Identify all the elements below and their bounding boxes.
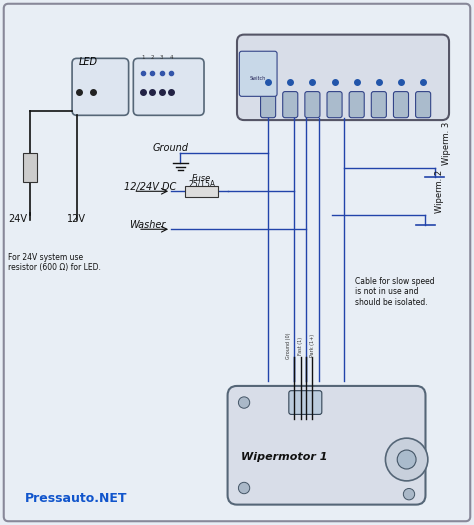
FancyBboxPatch shape [239, 51, 277, 97]
Text: Cable for slow speed
is not in use and
should be isolated.: Cable for slow speed is not in use and s… [355, 277, 435, 307]
Text: Pressauto.NET: Pressauto.NET [25, 491, 128, 505]
Text: Ground: Ground [152, 143, 188, 153]
FancyBboxPatch shape [283, 91, 298, 118]
FancyBboxPatch shape [393, 91, 409, 118]
Text: For 24V system use
resistor (600 Ω) for LED.: For 24V system use resistor (600 Ω) for … [9, 253, 101, 272]
Circle shape [238, 482, 250, 494]
Text: LED: LED [79, 57, 98, 68]
Text: Washer: Washer [128, 220, 165, 230]
FancyBboxPatch shape [349, 91, 364, 118]
Text: Fuse: Fuse [192, 174, 211, 183]
FancyBboxPatch shape [72, 58, 128, 116]
Text: 3: 3 [160, 55, 164, 60]
FancyBboxPatch shape [305, 91, 320, 118]
Text: Ground (0): Ground (0) [286, 332, 291, 359]
Circle shape [385, 438, 428, 481]
Text: 12/24V DC: 12/24V DC [124, 182, 176, 192]
Text: 1: 1 [141, 55, 145, 60]
FancyBboxPatch shape [237, 35, 449, 120]
Text: Fast (1): Fast (1) [298, 337, 303, 355]
Text: 12V: 12V [67, 214, 86, 224]
Circle shape [403, 488, 415, 500]
FancyBboxPatch shape [416, 91, 431, 118]
FancyBboxPatch shape [289, 391, 322, 414]
FancyBboxPatch shape [261, 91, 276, 118]
Bar [23, 153, 36, 182]
Text: Switch: Switch [250, 76, 266, 81]
Text: 25/15A: 25/15A [188, 180, 215, 188]
Text: 24V: 24V [9, 214, 27, 224]
Text: Wiperm. 2: Wiperm. 2 [435, 170, 444, 213]
Circle shape [238, 397, 250, 408]
Circle shape [397, 450, 416, 469]
FancyBboxPatch shape [327, 91, 342, 118]
FancyBboxPatch shape [371, 91, 386, 118]
Text: Wiperm. 3: Wiperm. 3 [442, 122, 451, 165]
Text: Wipermotor 1: Wipermotor 1 [241, 452, 328, 461]
Text: 2: 2 [150, 55, 154, 60]
Text: Park (1+): Park (1+) [310, 334, 315, 357]
Bar [185, 186, 218, 197]
FancyBboxPatch shape [133, 58, 204, 116]
Text: 4: 4 [169, 55, 173, 60]
FancyBboxPatch shape [228, 386, 426, 505]
